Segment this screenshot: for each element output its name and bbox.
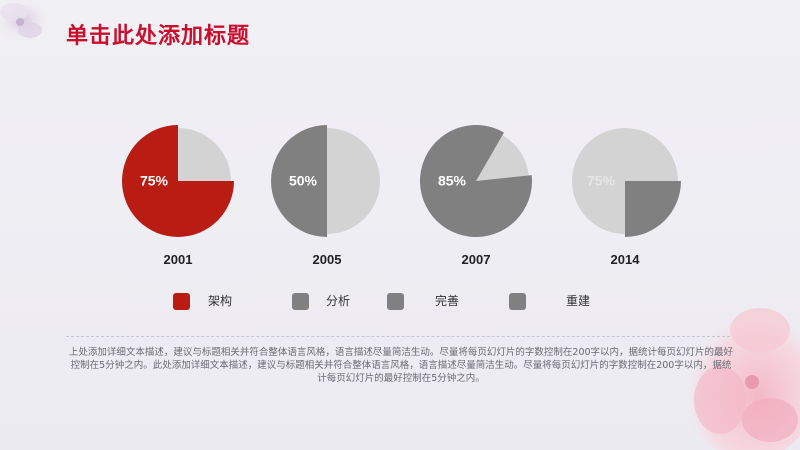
pie-2007-label: 85%: [438, 173, 467, 189]
legend-label-rebuild: 重建: [566, 294, 591, 308]
legend-swatch-architecture: [173, 293, 190, 310]
pie-2014-label: 75%: [587, 173, 616, 189]
pie-2005-value-slice: [271, 125, 327, 237]
pie-2014-value-slice: [625, 181, 681, 237]
legend-swatch-refine: [387, 293, 404, 310]
legend-label-refine: 完善: [435, 294, 460, 308]
pie-2005-label: 50%: [289, 173, 318, 189]
pie-2001-label: 75%: [140, 173, 169, 189]
legend-swatch-rebuild: [509, 293, 526, 310]
year-label-2007: 2007: [461, 252, 491, 267]
pie-charts: 75% 50% 85% 75%: [122, 125, 681, 238]
pie-2014: 75%: [572, 128, 681, 237]
pie-2007-value-slice: [420, 125, 532, 238]
pie-2001-value-slice: [122, 125, 234, 237]
body-text[interactable]: 上处添加详细文本描述，建议与标题相关并符合整体语言风格，语言描述尽量简洁生动。尽…: [68, 347, 734, 384]
legend-label-architecture: 架构: [208, 294, 233, 308]
legend-label-analysis: 分析: [326, 294, 351, 308]
divider: [66, 336, 730, 337]
pie-2007: 85%: [420, 125, 532, 238]
year-label-2005: 2005: [312, 252, 342, 267]
slide-title[interactable]: 单击此处添加标题: [66, 24, 251, 49]
pie-2005: 50%: [271, 125, 380, 237]
year-label-2014: 2014: [610, 252, 640, 267]
legend-swatch-analysis: [292, 293, 309, 310]
pie-2001: 75%: [122, 125, 234, 237]
year-label-2001: 2001: [163, 252, 193, 267]
